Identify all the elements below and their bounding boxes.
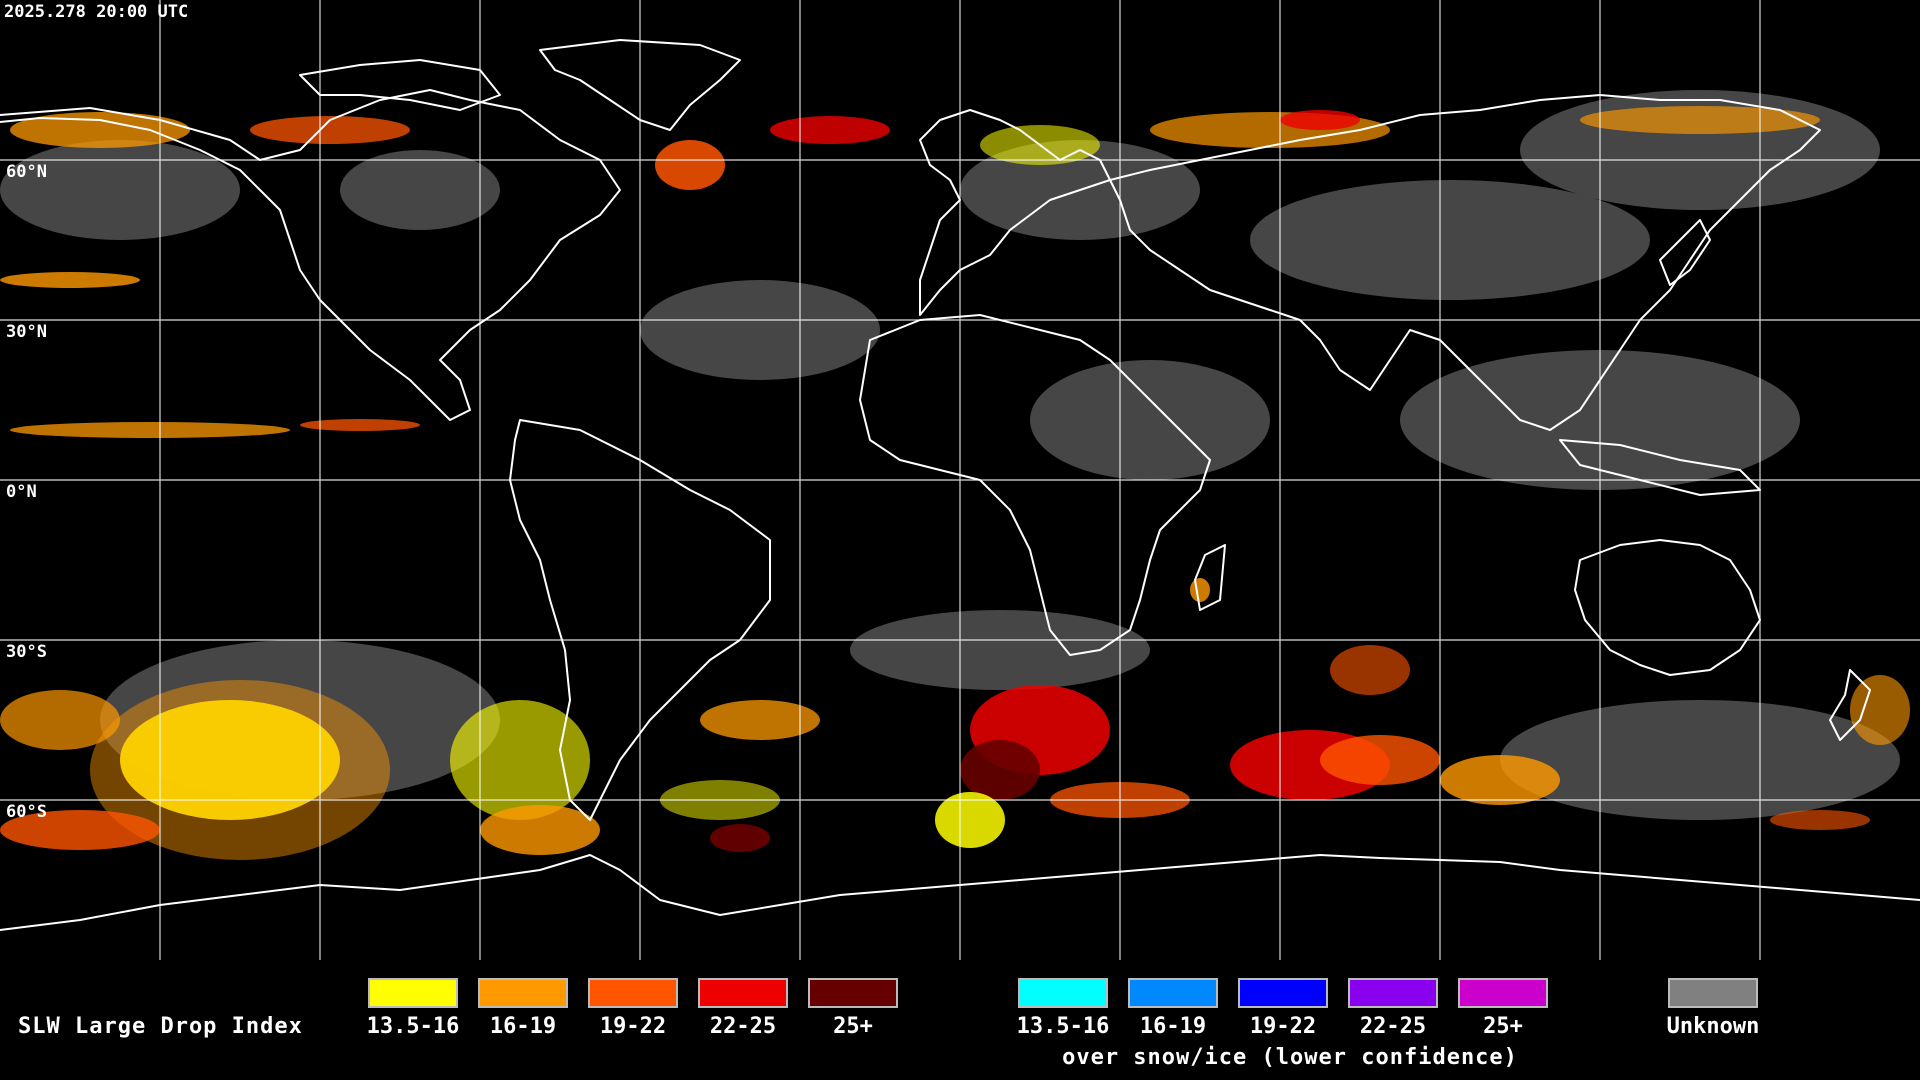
slw-patch	[1280, 110, 1360, 130]
legend-label-snow-1: 13.5-16	[1016, 1014, 1110, 1039]
legend-swatch-liquid-4	[698, 978, 788, 1008]
legend-label-unknown: Unknown	[1666, 1014, 1760, 1039]
legend-label-liquid-2: 16-19	[489, 1014, 557, 1039]
slw-patch	[1440, 755, 1560, 805]
coastline-australia	[1574, 539, 1761, 676]
slw-patch	[960, 740, 1040, 800]
slw-patch	[700, 700, 820, 740]
legend-swatch-snow-3	[1238, 978, 1328, 1008]
legend-label-snow-3: 19-22	[1249, 1014, 1317, 1039]
slw-patch	[120, 700, 340, 820]
slw-patch	[0, 690, 120, 750]
legend-label-liquid-5: 25+	[833, 1014, 873, 1039]
coastline-madagascar	[1194, 544, 1226, 611]
coastline-greenland	[539, 39, 741, 131]
legend-swatch-liquid-3	[588, 978, 678, 1008]
slw-patch	[1320, 735, 1440, 785]
legend-swatch-snow-5	[1458, 978, 1548, 1008]
slw-patch	[1190, 578, 1210, 602]
lat-lon-grid	[0, 0, 1920, 960]
legend-swatch-snow-2	[1128, 978, 1218, 1008]
legend-swatch-liquid-5	[808, 978, 898, 1008]
coastlines	[0, 39, 1920, 931]
legend-label-snow-4: 22-25	[1359, 1014, 1427, 1039]
legend-swatch-unknown	[1668, 978, 1758, 1008]
slw-patch	[0, 810, 160, 850]
coastline-japan	[1659, 219, 1711, 286]
slw-patch	[250, 116, 410, 144]
legend-label-liquid-4: 22-25	[709, 1014, 777, 1039]
slw-patch	[480, 805, 600, 855]
slw-patch	[10, 112, 190, 148]
slw-patch	[450, 700, 590, 820]
legend-swatch-snow-4	[1348, 978, 1438, 1008]
coastline-africa	[859, 314, 1211, 656]
legend-title: SLW Large Drop Index	[18, 1014, 303, 1039]
slw-patch	[1770, 810, 1870, 830]
slw-patch	[1850, 675, 1910, 745]
slw-patch	[0, 272, 140, 288]
latitude-label-30s: 30°S	[6, 642, 47, 662]
latitude-label-30n: 30°N	[6, 322, 47, 342]
legend-swatch-liquid-2	[478, 978, 568, 1008]
timestamp-label: 2025.278 20:00 UTC	[4, 2, 189, 22]
legend-label-snow-5: 25+	[1483, 1014, 1523, 1039]
slw-patch	[300, 419, 420, 431]
coastline-north-america	[0, 89, 621, 421]
legend-swatch-liquid-1	[368, 978, 458, 1008]
legend-label-snow-2: 16-19	[1139, 1014, 1207, 1039]
latitude-label-0n: 0°N	[6, 482, 37, 502]
slw-patch	[10, 422, 290, 438]
slw-patch	[770, 116, 890, 144]
slw-patch	[710, 824, 770, 852]
latitude-label-60n: 60°N	[6, 162, 47, 182]
coastline-south-america	[509, 419, 771, 821]
latitude-label-60s: 60°S	[6, 802, 47, 822]
snow-ice-caption: over snow/ice (lower confidence)	[1062, 1045, 1518, 1070]
slw-patch	[655, 140, 725, 190]
coastline-antarctica	[0, 854, 1920, 931]
slw-patch	[90, 680, 390, 860]
coastline-new-zealand	[1829, 669, 1871, 741]
slw-patch	[1580, 106, 1820, 134]
legend-label-liquid-3: 19-22	[599, 1014, 667, 1039]
slw-patch	[935, 792, 1005, 848]
legend-label-liquid-1: 13.5-16	[366, 1014, 460, 1039]
legend-swatch-snow-1	[1018, 978, 1108, 1008]
slw-data-overlay	[0, 106, 1910, 860]
coastline-asia	[1109, 94, 1821, 431]
slw-patch	[1330, 645, 1410, 695]
